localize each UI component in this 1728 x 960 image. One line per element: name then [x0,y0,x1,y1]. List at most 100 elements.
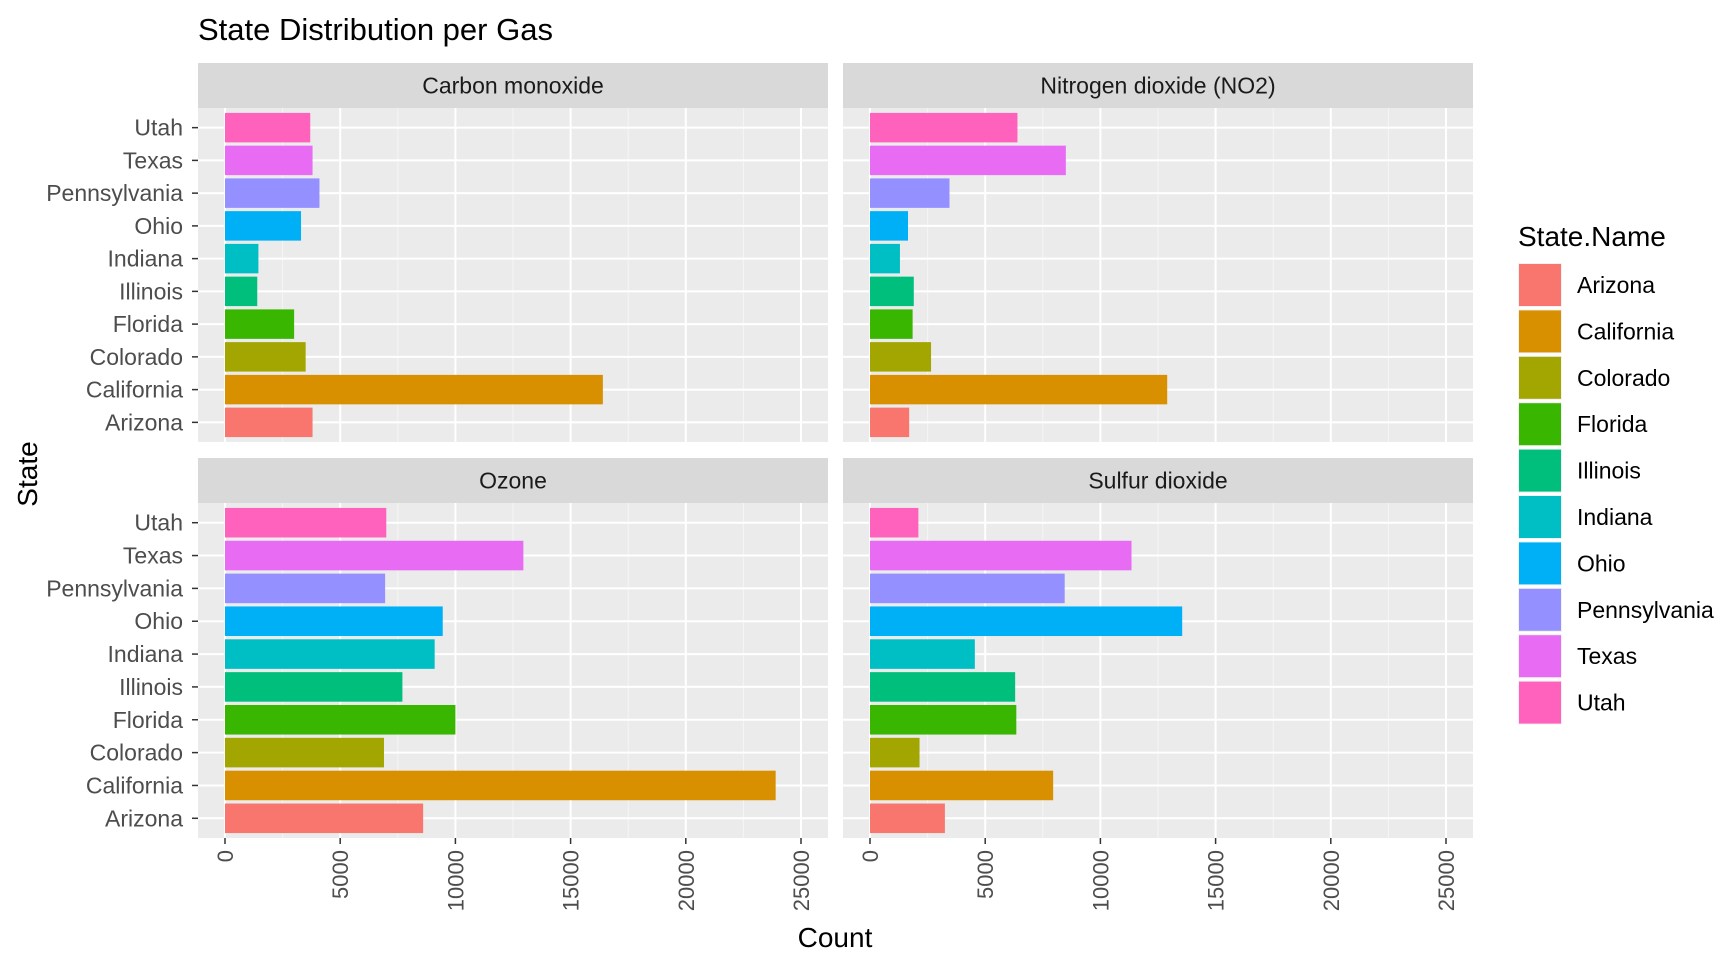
bar [225,374,603,405]
legend-item: California [1518,309,1674,354]
legend-label: Colorado [1577,365,1670,391]
chart-title: State Distribution per Gas [198,12,553,47]
bar [870,672,1016,702]
legend-swatch [1519,310,1561,353]
y-tick-label: Ohio [134,608,183,634]
bar [225,606,443,637]
legend-label: Illinois [1577,458,1641,484]
y-tick-label: Illinois [119,278,183,304]
bar [870,309,913,339]
x-tick-label: 25000 [1434,850,1459,911]
y-axis-title: State [12,441,43,506]
bar [870,243,900,274]
bar [225,243,259,274]
bar [225,178,320,208]
x-axis-title: Count [798,922,873,953]
legend-swatch [1519,356,1561,399]
y-tick-label: Indiana [108,641,184,667]
legend-label: Texas [1577,643,1637,669]
bar [870,540,1132,571]
bar [870,374,1168,405]
legend-item: Pennsylvania [1518,587,1714,632]
facet-strip-label: Carbon monoxide [422,73,604,99]
legend-item: Arizona [1518,263,1655,307]
bar [870,112,1018,143]
legend-item: Indiana [1518,495,1653,539]
bar [870,704,1017,735]
legend-label: Pennsylvania [1577,597,1714,623]
bar [870,178,950,208]
legend-label: Utah [1577,690,1626,716]
facet-strip [843,63,1473,108]
legend-item: Texas [1518,634,1637,679]
bar [870,606,1183,637]
x-tick-label: 25000 [789,850,814,911]
legend: Arizona California Colorado Florida Illinois… [1518,263,1714,725]
bar [870,407,910,438]
bar [225,573,386,604]
y-tick-label: Florida [113,707,184,733]
x-tick-label: 15000 [1204,850,1229,911]
bar [225,672,403,702]
y-tick-label: Illinois [119,674,183,700]
legend-swatch [1519,496,1561,538]
y-tick-label: Colorado [90,344,183,370]
facet-strip-label: Ozone [479,468,547,494]
x-tick-label: 0 [858,850,883,862]
bar [225,639,435,669]
x-tick-label: 10000 [1088,850,1113,911]
bar [225,737,384,768]
y-tick-label: California [86,772,183,798]
y-tick-label: Utah [134,510,183,536]
bar [225,704,456,735]
legend-swatch [1519,264,1561,306]
bar [870,276,914,307]
facet-panel: Nitrogen dioxide (NO2) [843,63,1473,442]
legend-item: Colorado [1518,355,1670,400]
facet-panel: Ozone Arizona California Colorado Florida Ill… [46,458,828,911]
bar [225,407,313,438]
facet-panels: Carbon monoxide Arizona California Colorado… [46,63,1473,911]
legend-swatch [1519,449,1561,492]
legend-swatch [1519,588,1561,631]
legend-item: Ohio [1518,541,1626,586]
bar [225,342,306,372]
y-tick-label: Arizona [105,409,183,435]
y-tick-label: Utah [134,115,183,141]
bar [870,639,975,669]
legend-label: Arizona [1577,272,1655,298]
bar [225,803,424,834]
facet-strip [198,63,828,108]
legend-label: Florida [1577,411,1648,437]
legend-swatch [1519,635,1561,678]
y-tick-label: California [86,377,183,403]
bar [225,145,313,176]
bar [870,737,920,768]
bar [225,112,311,143]
x-tick-label: 20000 [674,850,699,911]
facet-strip [843,458,1473,503]
bar [870,803,945,834]
y-tick-label: Indiana [108,246,184,272]
bar [870,145,1066,176]
facet-strip-label: Nitrogen dioxide (NO2) [1040,73,1275,99]
x-tick-label: 5000 [328,850,353,899]
legend-title: State.Name [1518,221,1666,252]
facet-panel: Sulfur dioxide 0 5000 10000 15000 20000 25000 [843,458,1473,911]
legend-swatch [1519,542,1561,585]
bar [225,770,776,801]
legend-item: Florida [1518,402,1648,447]
bar [225,507,387,538]
facet-strip [198,458,828,503]
legend-label: Ohio [1577,550,1626,576]
facet-strip-label: Sulfur dioxide [1088,468,1227,494]
y-tick-label: Arizona [105,805,183,831]
legend-label: California [1577,318,1674,344]
legend-item: Utah [1518,680,1626,725]
legend-item: Illinois [1518,448,1641,493]
bar [870,211,909,241]
bar [870,573,1065,604]
legend-label: Indiana [1577,504,1653,530]
y-tick-label: Pennsylvania [46,180,183,206]
